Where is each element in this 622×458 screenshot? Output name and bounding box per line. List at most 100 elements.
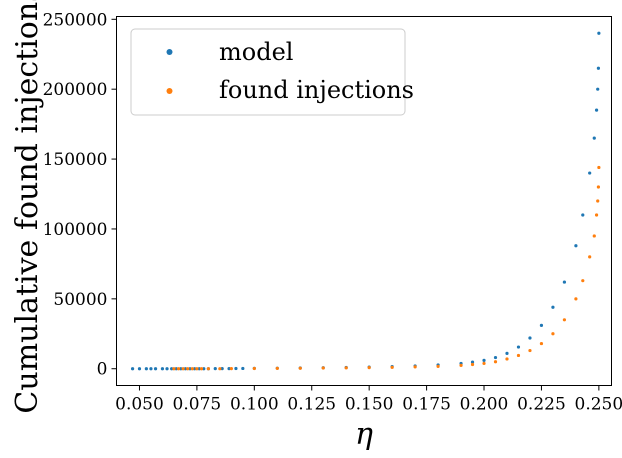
y-tick-label: 200000 <box>43 80 108 100</box>
legend-marker-model <box>166 49 173 55</box>
data-point-found-injections <box>252 366 256 371</box>
data-point-found-injections <box>574 297 578 301</box>
data-point-model <box>197 367 201 371</box>
data-point-model <box>165 367 169 371</box>
data-point-found-injections <box>172 367 176 371</box>
data-point-model <box>144 367 148 371</box>
x-axis-label: η <box>355 417 373 452</box>
data-point-found-injections <box>176 367 181 371</box>
y-tick-label: 150000 <box>43 150 108 170</box>
data-point-model <box>482 358 486 362</box>
x-tick-label: 0.150 <box>345 395 394 415</box>
data-point-found-injections <box>470 362 475 367</box>
data-point-found-injections <box>413 365 417 369</box>
legend-box <box>130 28 406 116</box>
data-point-model <box>160 367 165 371</box>
x-tick-label: 0.075 <box>173 395 222 415</box>
data-point-found-injections <box>505 357 509 361</box>
data-point-model <box>193 367 197 371</box>
data-point-found-injections <box>597 165 601 170</box>
data-point-model <box>179 367 183 371</box>
data-point-found-injections <box>229 367 233 371</box>
data-point-model <box>234 366 238 371</box>
data-point-found-injections <box>493 360 498 364</box>
data-point-found-injections <box>344 366 348 370</box>
data-point-model <box>574 244 578 248</box>
data-point-found-injections <box>592 234 596 238</box>
axes-frame <box>116 16 612 386</box>
data-point-model <box>581 213 585 217</box>
plot-area <box>130 31 601 371</box>
data-point-found-injections <box>516 353 521 358</box>
data-point-found-injections <box>459 363 463 367</box>
data-point-model <box>241 366 245 371</box>
data-point-found-injections <box>539 341 544 346</box>
data-point-model <box>183 367 188 371</box>
data-point-found-injections <box>181 367 185 371</box>
data-point-model <box>594 108 599 112</box>
data-point-model <box>493 355 498 360</box>
data-point-model <box>227 366 231 371</box>
data-point-model <box>551 305 555 309</box>
data-point-found-injections <box>199 367 204 371</box>
data-point-model <box>470 360 475 364</box>
data-point-found-injections <box>218 367 222 371</box>
legend-label-model: model <box>219 38 293 66</box>
data-point-found-injections <box>195 367 199 371</box>
x-tick-label: 0.100 <box>230 395 279 415</box>
data-point-model <box>539 323 544 327</box>
data-point-model <box>588 171 592 175</box>
data-point-model <box>505 351 509 355</box>
data-point-found-injections <box>190 367 194 371</box>
data-point-found-injections <box>581 279 585 283</box>
x-tick-label: 0.200 <box>460 395 509 415</box>
x-tick-label: 0.125 <box>287 395 336 415</box>
data-point-found-injections <box>588 255 592 259</box>
data-point-model <box>170 367 174 371</box>
legend: model found injections <box>130 28 414 116</box>
data-point-model <box>153 367 158 371</box>
data-point-found-injections <box>321 366 325 370</box>
data-point-model <box>188 367 192 371</box>
x-axis: 0.050 0.075 0.100 0.125 0.150 0.175 0.200 0.225… <box>115 385 622 415</box>
data-point-model <box>213 367 217 371</box>
data-point-found-injections <box>436 364 440 368</box>
data-point-model <box>220 367 224 371</box>
data-point-model <box>596 66 601 70</box>
y-tick-label: 250000 <box>43 10 108 30</box>
data-point-found-injections <box>594 213 599 217</box>
data-point-model <box>202 367 206 371</box>
x-tick-label: 0.175 <box>402 395 451 415</box>
data-point-found-injections <box>367 366 371 370</box>
data-point-found-injections <box>275 366 279 370</box>
data-point-found-injections <box>206 367 210 371</box>
series-found-injections <box>172 165 601 371</box>
y-tick-label: 50000 <box>53 290 107 310</box>
data-point-model <box>562 280 567 284</box>
data-point-model <box>174 367 178 371</box>
x-tick-label: 0.250 <box>575 395 622 415</box>
data-point-model <box>516 345 521 349</box>
y-tick-label: 0 <box>97 360 108 380</box>
data-point-model <box>597 31 601 35</box>
data-point-model <box>528 336 532 340</box>
data-point-found-injections <box>298 366 302 370</box>
data-point-found-injections <box>596 199 600 203</box>
data-point-found-injections <box>186 367 190 371</box>
x-tick-label: 0.225 <box>517 395 566 415</box>
y-axis: 0 50000 100000 150000 200000 250000 <box>43 10 117 380</box>
y-axis-label: Cumulative found injections <box>10 0 45 414</box>
data-point-found-injections <box>596 185 601 189</box>
y-tick-label: 100000 <box>43 220 108 240</box>
data-point-found-injections <box>551 332 555 336</box>
data-point-found-injections <box>390 365 394 369</box>
legend-label-found-injections: found injections <box>219 76 414 104</box>
data-point-model <box>596 87 600 91</box>
data-point-found-injections <box>562 318 567 322</box>
data-point-model <box>137 367 142 371</box>
data-point-model <box>592 136 596 140</box>
data-point-model <box>130 367 135 371</box>
data-point-found-injections <box>528 348 532 353</box>
x-tick-label: 0.050 <box>115 395 164 415</box>
